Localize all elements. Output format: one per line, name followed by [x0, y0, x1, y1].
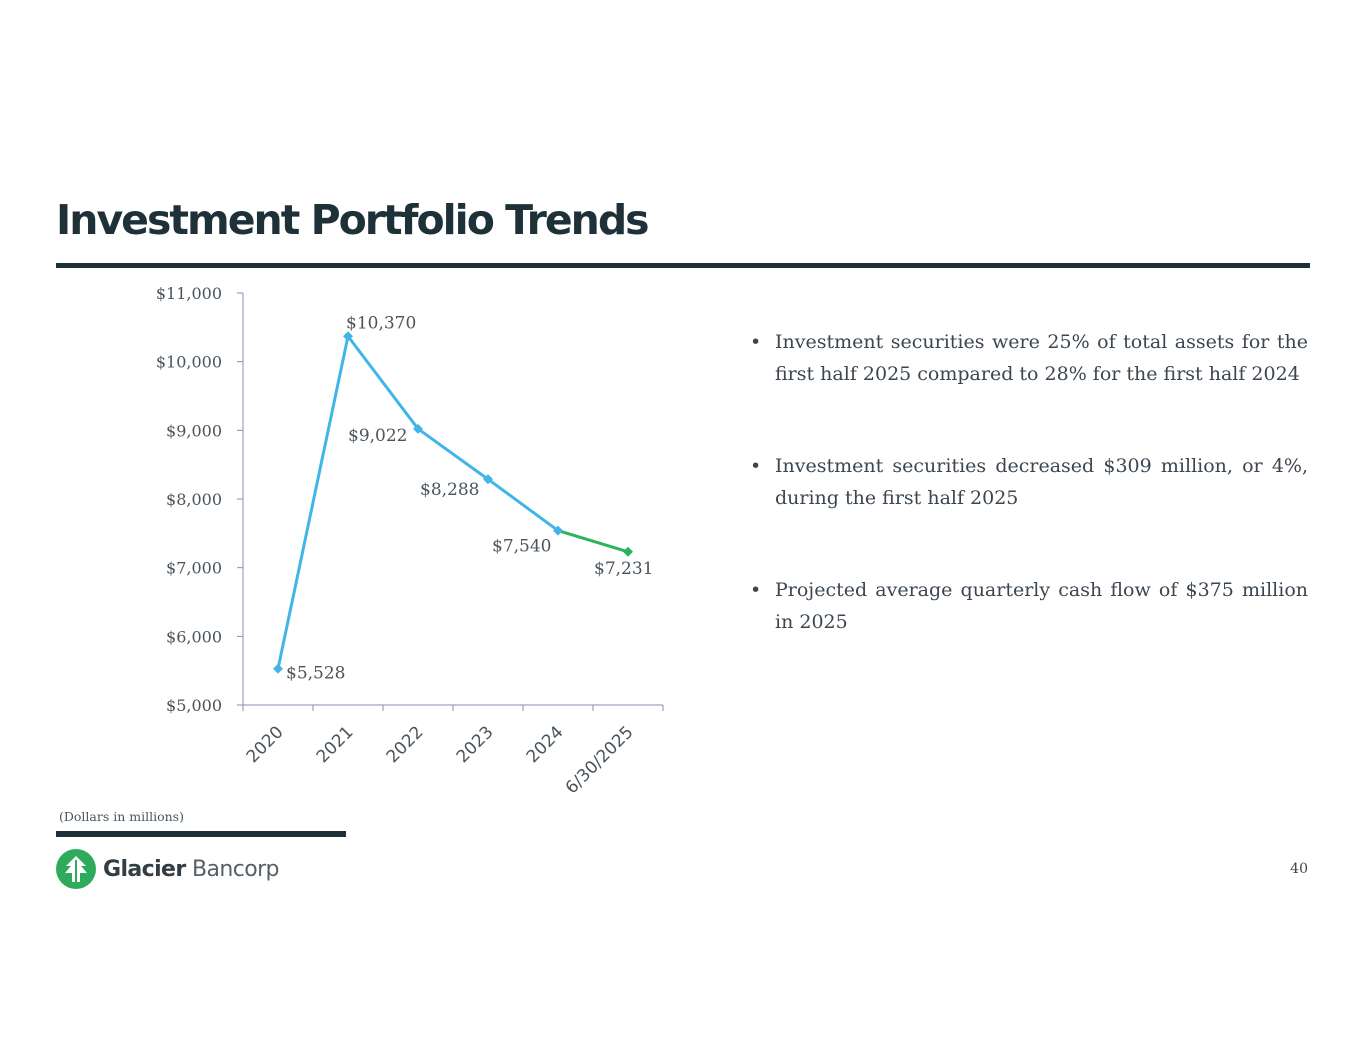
- series-segment: [346, 334, 420, 431]
- bullet-dot: •: [750, 579, 762, 601]
- data-labels: $5,528 $10,370 $9,022 $8,288 $7,540 $7,231: [286, 313, 653, 683]
- data-label: $8,288: [420, 480, 479, 500]
- series-segment: [486, 477, 560, 533]
- data-point-marker: [483, 474, 493, 485]
- series-segment: [416, 427, 490, 481]
- x-tick-label: 2020: [243, 722, 288, 767]
- bullet-text: Investment securities were 25% of total …: [775, 331, 1308, 385]
- series-segment: [556, 529, 630, 554]
- data-point-marker: [623, 546, 633, 557]
- bullet-item: • Investment securities decreased $309 mi…: [750, 450, 1308, 514]
- y-tick-label: $7,000: [166, 559, 222, 578]
- bullet-dot: •: [750, 455, 762, 477]
- y-tick-label: $10,000: [156, 353, 222, 372]
- x-tick-label: 2023: [453, 722, 498, 767]
- data-point-marker: [273, 663, 283, 674]
- units-footnote: (Dollars in millions): [59, 809, 184, 824]
- data-label: $10,370: [346, 313, 416, 333]
- data-point-marker: [413, 423, 423, 434]
- bullet-item: • Investment securities were 25% of total…: [750, 326, 1308, 390]
- investment-line-chart: $5,000 $6,000 $7,000 $8,000 $9,000 $10,000 $11…: [156, 284, 664, 798]
- data-point-marker: [343, 331, 353, 342]
- data-label: $7,540: [492, 537, 551, 557]
- bullet-list: • Investment securities were 25% of total…: [750, 326, 1308, 698]
- y-tick-label: $6,000: [166, 627, 222, 646]
- data-label: $9,022: [348, 426, 407, 446]
- y-tick-label: $5,000: [166, 696, 222, 715]
- bullet-item: • Projected average quarterly cash flow o…: [750, 574, 1308, 638]
- data-point-marker: [553, 525, 563, 536]
- x-tick-label: 6/30/2025: [562, 722, 638, 798]
- bullet-text: Projected average quarterly cash flow of…: [775, 579, 1308, 633]
- bullet-text: Investment securities decreased $309 mil…: [775, 455, 1308, 509]
- data-label: $7,231: [594, 559, 653, 579]
- glacier-tree-icon: [56, 849, 96, 889]
- page-title: Investment Portfolio Trends: [56, 196, 650, 244]
- series-segment: [276, 334, 350, 671]
- x-tick-label: 2021: [313, 722, 358, 767]
- y-tick-label: $11,000: [156, 284, 222, 303]
- y-tick-label: $9,000: [166, 421, 222, 440]
- title-divider: [56, 263, 1310, 268]
- y-axis-ticks: $5,000 $6,000 $7,000 $8,000 $9,000 $10,000 $11…: [156, 284, 243, 715]
- company-logo: Glacier Bancorp: [56, 849, 280, 889]
- company-name-strong: Glacier: [103, 856, 186, 882]
- company-name: Glacier Bancorp: [103, 856, 280, 882]
- data-label: $5,528: [286, 664, 345, 684]
- x-tick-label: 2024: [523, 722, 568, 767]
- footer-divider: [56, 831, 346, 837]
- y-tick-label: $8,000: [166, 490, 222, 509]
- x-tick-label: 2022: [383, 722, 428, 767]
- company-name-light: Bancorp: [192, 856, 279, 882]
- page-number: 40: [1290, 861, 1308, 877]
- bullet-dot: •: [750, 331, 762, 353]
- chart-series: [273, 331, 633, 674]
